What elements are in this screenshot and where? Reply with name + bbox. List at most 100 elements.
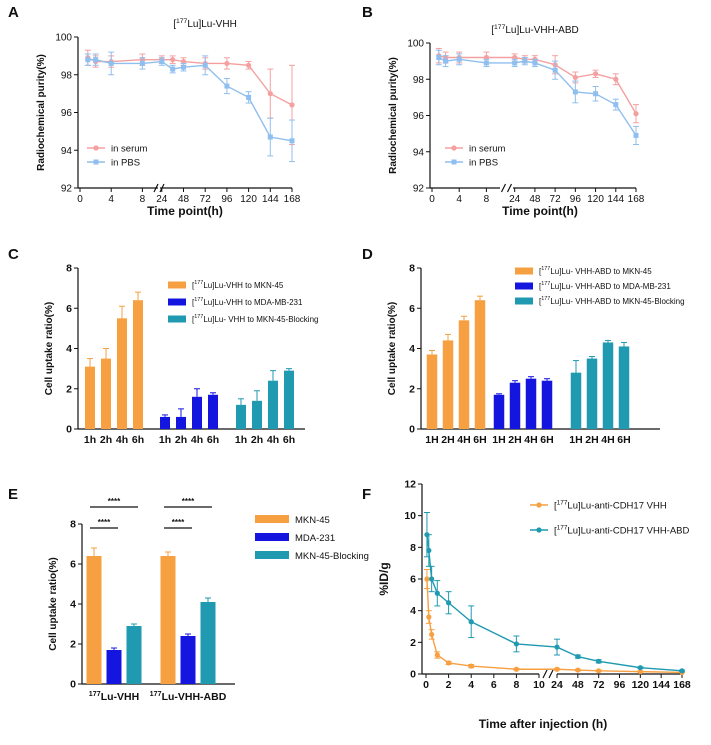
- data-point: [202, 62, 208, 68]
- bar: [268, 380, 278, 429]
- panel-b-y-tick-label: 98: [413, 75, 425, 86]
- label-part: [: [173, 19, 176, 30]
- x-tick-label: 2h: [251, 434, 263, 446]
- axis-break-mark: [506, 183, 513, 193]
- bar: [426, 354, 438, 429]
- panel-c-chart: 0 2 4 6 8 Cell uptake ratio(%) 1h 2h 4h 6h 1h 2h 4h 6…: [44, 263, 318, 447]
- label-part: Lu]Lu- VHH to MKN-45-Blocking: [203, 315, 318, 324]
- data-point: [429, 631, 435, 638]
- label-part: Lu]Lu- VHH-ABD to MKN-45-Blocking: [550, 297, 684, 306]
- data-point: [637, 665, 643, 671]
- bar: [442, 340, 454, 429]
- x-tick-label: 168: [673, 679, 691, 691]
- series-1: [84, 49, 295, 146]
- label-part: Lu-VHH: [101, 691, 140, 703]
- series-line: [426, 578, 683, 674]
- bar: [101, 358, 111, 429]
- data-point: [139, 60, 145, 66]
- x-tick-label: 72: [550, 194, 562, 205]
- data-point: [593, 91, 599, 97]
- legend-swatch: [168, 281, 186, 289]
- legend-label: [177Lu]Lu-anti-CDH17 VHH-ABD: [554, 525, 690, 537]
- legend-swatch: [515, 297, 533, 305]
- bar: [509, 382, 521, 429]
- legend-label: in PBS: [469, 158, 498, 169]
- legend-label: [177Lu]Lu-anti-CDH17 VHH: [554, 500, 667, 512]
- legend-label: [177Lu]Lu- VHH-ABD to MDA-MB-231: [539, 281, 671, 291]
- label-part: Lu]Lu-VHH: [187, 19, 236, 30]
- data-point: [468, 663, 474, 669]
- x-tick-label: 177Lu-VHH: [89, 690, 139, 703]
- data-point: [592, 71, 599, 77]
- data-point: [575, 667, 581, 673]
- data-point: [429, 576, 435, 582]
- panel-a-y-tick-label: 100: [55, 33, 72, 44]
- label-superscript: 177: [541, 296, 550, 302]
- label-superscript: 177: [89, 690, 101, 698]
- bar: [126, 626, 142, 684]
- legend-swatch: [168, 298, 186, 306]
- x-tick-label: 8: [140, 194, 146, 205]
- panel-b-y-tick-label: 94: [413, 147, 425, 158]
- data-point: [93, 57, 99, 63]
- data-point: [434, 652, 440, 658]
- data-point: [613, 102, 619, 108]
- panel-d-y-tick-label: 6: [409, 303, 415, 315]
- bar: [493, 394, 505, 429]
- label-superscript: 177: [194, 314, 203, 320]
- x-tick-label: 6h: [132, 434, 144, 446]
- bar: [160, 556, 176, 684]
- data-point: [596, 668, 602, 674]
- data-point: [512, 54, 518, 61]
- data-point: [181, 64, 187, 70]
- panel-d-y-tick-label: 4: [409, 343, 415, 355]
- bar: [236, 404, 246, 429]
- legend-swatch: [515, 282, 533, 290]
- panel-a-y-tick-label: 94: [61, 146, 73, 157]
- x-tick-label: 1h: [235, 434, 247, 446]
- label-part: Lu-VHH-ABD: [162, 691, 227, 703]
- x-tick-label: 2: [446, 679, 452, 691]
- label-part: Lu]Lu-VHH to MKN-45: [203, 281, 284, 290]
- legend-label: [177Lu]Lu- VHH-ABD to MKN-45: [539, 266, 652, 276]
- x-tick-label: 1H: [492, 434, 505, 446]
- series-1: [423, 569, 685, 676]
- x-tick-label: 48: [572, 679, 584, 691]
- x-tick-label: 8: [513, 679, 519, 691]
- legend-label: [177Lu]Lu- VHH to MKN-45-Blocking: [192, 314, 318, 324]
- axis-break-mark: [548, 669, 554, 679]
- bar: [160, 416, 170, 429]
- legend: [177Lu]Lu- VHH-ABD to MKN-45 [177Lu]Lu- V…: [515, 266, 685, 306]
- label-superscript: 177: [150, 690, 162, 698]
- panel-a-y-tick-label: 92: [61, 184, 73, 195]
- data-point: [434, 590, 440, 596]
- legend-swatch: [255, 515, 289, 523]
- label-part: [: [192, 315, 195, 324]
- data-point: [456, 56, 462, 62]
- panel-d-y-tick-label: 2: [409, 383, 415, 395]
- y-axis-label: Cell uptake ratio(%): [44, 302, 55, 395]
- legend-label: in serum: [469, 144, 506, 155]
- data-point: [596, 658, 602, 664]
- x-tick-label: 24: [509, 194, 521, 205]
- bar: [458, 320, 470, 429]
- legend-label: MKN-45-Blocking: [295, 551, 369, 562]
- x-tick-label: 48: [529, 194, 541, 205]
- x-tick-label: 48: [178, 194, 190, 205]
- panel-b-y-tick-label: 100: [407, 39, 424, 50]
- x-tick-label: 1h: [159, 434, 171, 446]
- panel-letter-e: E: [8, 486, 18, 503]
- legend: MKN-45 MDA-231 MKN-45-Blocking: [255, 515, 369, 562]
- x-tick-label: 4H: [524, 434, 537, 446]
- label-part: Lu]Lu-anti-CDH17 VHH-ABD: [567, 526, 689, 537]
- label-superscript: 177: [194, 297, 203, 303]
- bar: [252, 400, 262, 429]
- bar: [586, 358, 598, 429]
- x-tick-label: 0: [423, 679, 429, 691]
- data-point: [633, 132, 639, 138]
- data-point: [246, 94, 252, 100]
- bar: [618, 346, 630, 429]
- x-tick-label: 4h: [267, 434, 279, 446]
